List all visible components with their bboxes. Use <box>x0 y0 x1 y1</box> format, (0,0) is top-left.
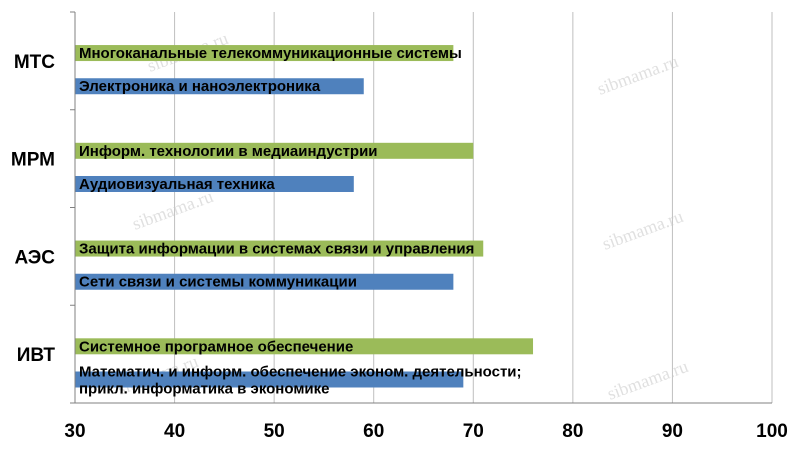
category-label-1: МТС <box>14 52 55 73</box>
bar-мрм-1 <box>75 142 474 159</box>
watermark-text: sibmama.ru <box>595 51 681 99</box>
bar-label: Защита информации в системах связи и упр… <box>79 241 474 258</box>
x-tick-label: 90 <box>662 421 683 442</box>
bar-label: Системное програмное обеспечение <box>79 338 353 355</box>
bar-label: Сети связи и системы коммуникации <box>79 274 357 291</box>
bar-label: прикл. информатика в экономике <box>79 380 330 397</box>
watermark-text: sibmama.ru <box>130 186 216 234</box>
watermark-text: sibmama.ru <box>605 356 691 404</box>
bar-мрм-2 <box>75 175 354 192</box>
bar-label: Аудиовизуальная техника <box>79 176 275 193</box>
bar-label: Информ. технологии в медиаиндустрии <box>79 143 378 160</box>
bar-label: Многоканальные телекоммуникационные сист… <box>79 45 462 62</box>
x-tick-label: 30 <box>64 421 85 442</box>
x-tick-label: 100 <box>756 421 788 442</box>
category-label-4: ИВТ <box>17 345 56 366</box>
x-tick-label: 80 <box>562 421 583 442</box>
bar-label: Электроника и наноэлектроника <box>79 78 321 95</box>
x-tick-label: 70 <box>463 421 484 442</box>
bar-ивт-1 <box>75 338 534 355</box>
x-tick-label: 60 <box>363 421 384 442</box>
bar-ивт-2 <box>75 371 464 388</box>
bar-аэс-1 <box>75 240 484 257</box>
category-label-3: АЭС <box>15 247 56 268</box>
bar-мтс-2 <box>75 78 364 95</box>
category-label-2: МРМ <box>11 150 55 171</box>
x-tick-label: 40 <box>164 421 185 442</box>
bar-аэс-2 <box>75 273 454 290</box>
bar-label: Математич. и информ. обеспечение эконом.… <box>79 363 522 380</box>
bar-мтс-1 <box>75 45 454 62</box>
x-tick-label: 50 <box>264 421 285 442</box>
